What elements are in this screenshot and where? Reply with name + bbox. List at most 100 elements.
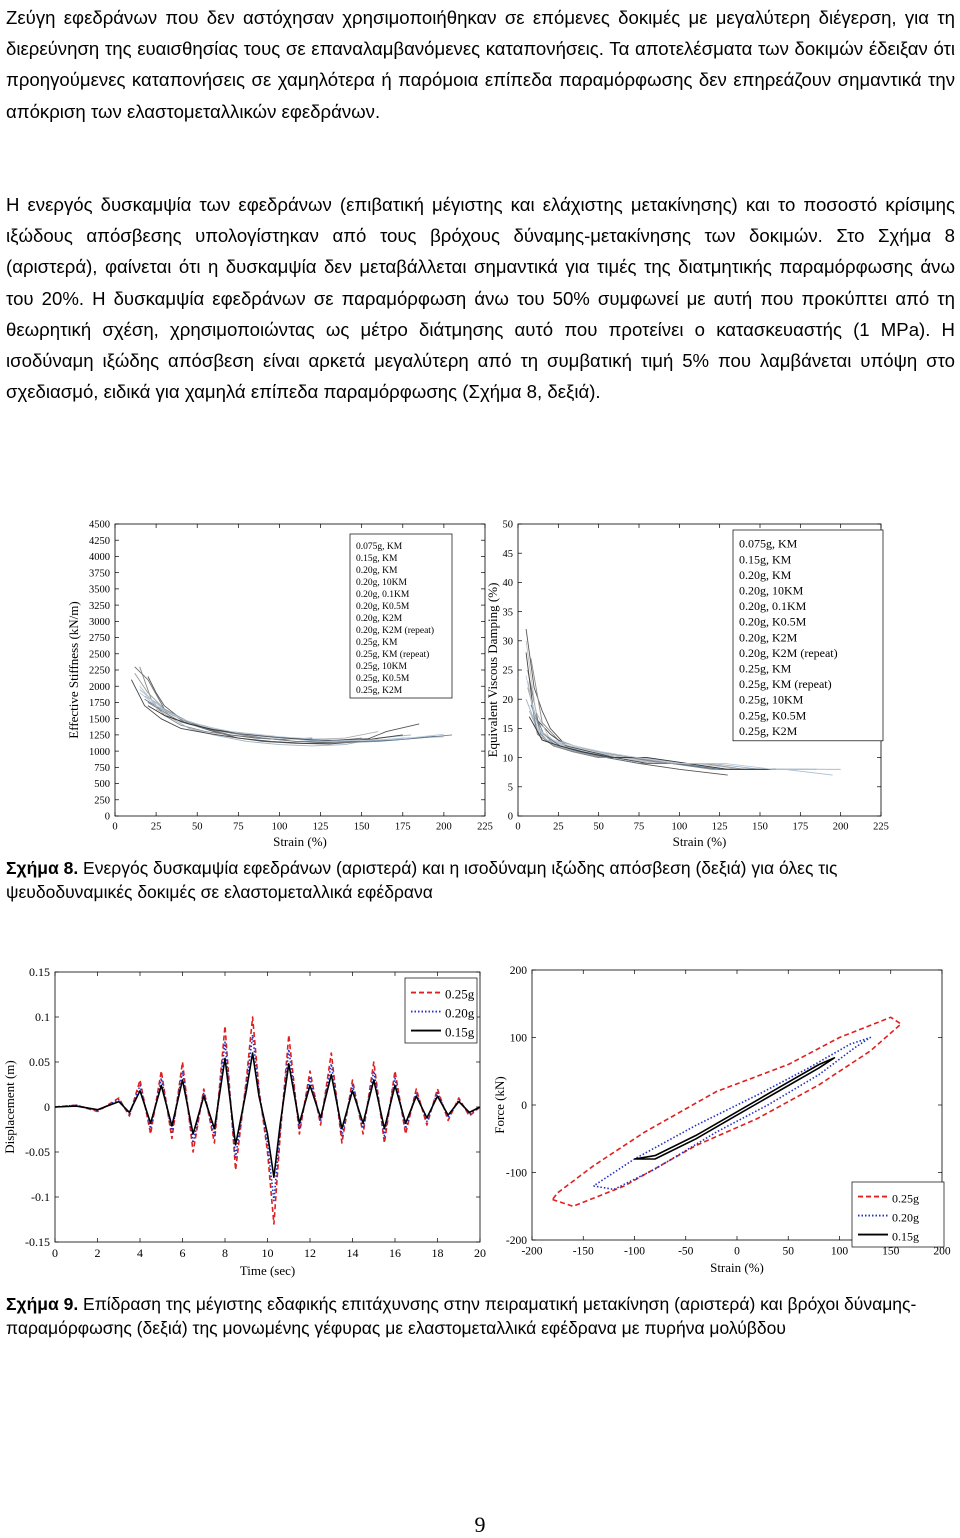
y-tick-label: 500 (94, 779, 110, 790)
x-tick-label: 10 (262, 1246, 274, 1260)
stiffness-legend-entry: 0.25g, KM (repeat) (356, 649, 429, 660)
y-tick-label: 2250 (89, 666, 110, 677)
figure-8-text: Ενεργός δυσκαμψία εφεδράνων (αριστερά) κ… (6, 858, 838, 902)
x-tick-label: 0 (52, 1246, 58, 1260)
y-tick-label: 200 (510, 965, 528, 977)
series-line-series-6 (525, 652, 760, 770)
x-tick-label: 150 (882, 1246, 900, 1258)
figure-8-caption: Σχήμα 8. Ενεργός δυσκαμψία εφεδράνων (αρ… (6, 856, 955, 904)
series-line-0-15g (54, 1052, 481, 1178)
y-tick-label: 1500 (89, 714, 110, 725)
damping-legend-entry: 0.25g, K0.5M (739, 708, 807, 722)
y-tick-label: 0 (105, 812, 110, 823)
x-tick-label: 125 (313, 822, 329, 833)
series-line-series-11 (527, 687, 712, 764)
y-tick-label: 2500 (89, 649, 110, 660)
stiffness-legend-entry: 0.20g, K0.5M (356, 602, 410, 612)
damping-legend-entry: 0.25g, 10KM (739, 693, 804, 707)
x-axis-label: Strain (%) (673, 834, 727, 849)
figure-8-label: Σχήμα 8. (6, 858, 79, 878)
stiffness-legend-entry: 0.25g, KM (356, 638, 398, 648)
x-tick-label: 75 (233, 822, 244, 833)
series-line-series-8 (527, 681, 744, 770)
paragraph-2: Η ενεργός δυσκαμψία των εφεδράνων (επιβα… (6, 194, 955, 403)
y-tick-label: 0 (508, 812, 513, 823)
x-tick-label: 0 (515, 822, 520, 833)
damping-legend-entry: 0.075g, KM (739, 537, 798, 551)
y-tick-label: 4000 (89, 552, 110, 563)
series-line-0-25g (551, 1016, 902, 1208)
stiffness-legend-entry: 0.20g, KM (356, 566, 398, 576)
series-line-series-12 (528, 716, 777, 770)
y-tick-label: 4250 (89, 536, 110, 547)
figure-9-text: Επίδραση της μέγιστης εδαφικής επιτάχυνσ… (6, 1294, 917, 1338)
x-tick-label: 8 (222, 1246, 228, 1260)
damping-legend-entry: 0.20g, K2M (739, 630, 798, 644)
force-legend-box (851, 1181, 945, 1248)
x-tick-label: 125 (712, 822, 728, 833)
x-axis-label: Strain (%) (710, 1260, 764, 1275)
x-tick-label: 100 (831, 1246, 849, 1258)
page-number: 9 (474, 1512, 486, 1537)
damping-legend-entry: 0.25g, KM (739, 662, 792, 676)
y-tick-label: 1250 (89, 731, 110, 742)
series-line-series-10 (144, 698, 436, 742)
damping-chart: 0 25 50 75 100 125 150 175 200 225 0 5 10 15 20 25 30 35 4… (485, 520, 889, 849)
x-tick-label: 0 (734, 1246, 740, 1258)
damping-legend-box (732, 529, 884, 742)
x-tick-label: 200 (436, 822, 452, 833)
x-tick-label: 25 (553, 822, 564, 833)
x-tick-label: -150 (573, 1246, 594, 1258)
y-tick-label: 0.15 (29, 965, 50, 979)
y-tick-label: 250 (94, 795, 110, 806)
stiffness-legend-entry: 0.20g, K2M (356, 614, 403, 624)
y-tick-label: 15 (503, 724, 514, 735)
damping-legend-entry: 0.25g, K2M (739, 724, 798, 738)
stiffness-legend-entry: 0.25g, K0.5M (356, 674, 410, 684)
damping-legend-entry: 0.20g, 0.1KM (739, 599, 807, 613)
stiffness-legend-entry: 0.20g, 0.1KM (356, 590, 410, 600)
force-strain-chart: -200 -150 -100 -50 0 50 100 150 200 -200 -100 0 100 2… (492, 965, 951, 1275)
y-axis-label: Displacement (m) (2, 1060, 17, 1154)
y-tick-label: 3500 (89, 585, 110, 596)
x-tick-label: 100 (671, 822, 687, 833)
x-tick-label: 14 (347, 1246, 359, 1260)
stiffness-legend-entry: 0.25g, K2M (356, 686, 403, 696)
x-axis-label: Strain (%) (273, 834, 327, 849)
damping-legend-entry: 0.20g, K0.5M (739, 615, 807, 629)
paragraph-1: Ζεύγη εφεδράνων που δεν αστόχησαν χρησιμ… (6, 7, 955, 122)
y-tick-label: -0.1 (31, 1190, 50, 1204)
series-line-series-2 (530, 658, 760, 770)
y-tick-label: 30 (503, 636, 514, 647)
y-tick-label: 2000 (89, 682, 110, 693)
series-line-series-13 (525, 675, 825, 770)
series-line-0-20g (593, 1036, 872, 1191)
figure-9-label: Σχήμα 9. (6, 1294, 79, 1314)
series-line-0-15g (634, 1057, 836, 1160)
y-tick-label: 50 (503, 520, 514, 531)
damping-legend-entry: 0.20g, K2M (repeat) (739, 646, 838, 660)
force-legend-entry: 0.15g (892, 1229, 919, 1243)
stiffness-legend-entry: 0.20g, K2M (repeat) (356, 625, 434, 636)
y-axis-label: Equivalent Viscous Damping (%) (485, 583, 500, 758)
stiffness-legend-entry: 0.25g, 10KM (356, 662, 407, 672)
figure-9-caption: Σχήμα 9. Επίδραση της μέγιστης εδαφικής … (6, 1292, 955, 1340)
force-legend-entry: 0.20g (892, 1210, 919, 1224)
series-line-0-20g (54, 1034, 481, 1202)
series-line-series-1 (525, 629, 728, 776)
y-tick-label: 0.05 (29, 1055, 50, 1069)
x-tick-label: 18 (432, 1246, 444, 1260)
y-axis-label: Effective Stiffness (kN/m) (66, 601, 81, 738)
series-line-series-13 (139, 692, 444, 742)
stiffness-legend-entry: 0.15g, KM (356, 554, 398, 564)
damping-legend-entry: 0.20g, 10KM (739, 584, 804, 598)
x-tick-label: 2 (95, 1246, 101, 1260)
stiffness-legend-entry: 0.075g, KM (356, 542, 403, 552)
y-tick-label: 3250 (89, 601, 110, 612)
y-tick-label: -0.05 (25, 1145, 50, 1159)
y-tick-label: 45 (503, 549, 514, 560)
x-tick-label: -200 (521, 1246, 542, 1258)
x-tick-label: 4 (137, 1246, 143, 1260)
x-tick-label: 0 (112, 822, 117, 833)
x-tick-label: 50 (192, 822, 203, 833)
